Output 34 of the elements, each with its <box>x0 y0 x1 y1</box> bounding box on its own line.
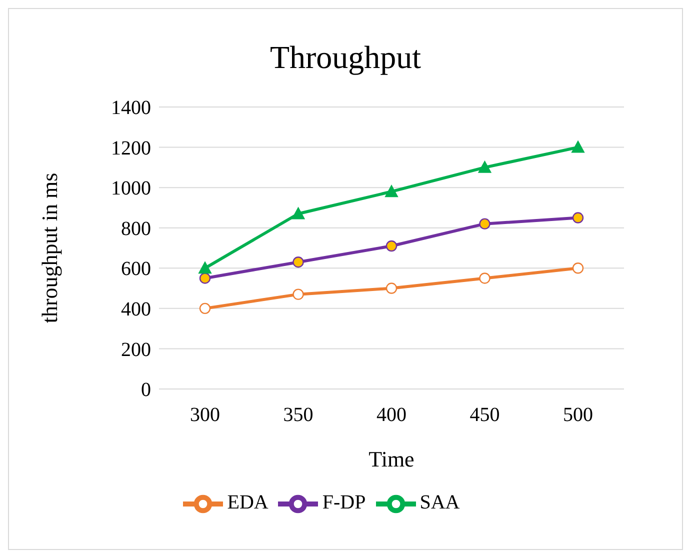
x-tick-label: 450 <box>470 404 500 426</box>
point <box>572 212 584 224</box>
point <box>386 240 398 252</box>
y-tick-label: 0 <box>141 379 151 402</box>
y-tick-label: 1400 <box>111 97 151 120</box>
x-tick-label: 400 <box>376 404 406 426</box>
y-tick-label: 1200 <box>111 137 151 160</box>
legend-label: F-DP <box>322 492 366 514</box>
y-axis-title: throughput in ms <box>36 172 62 324</box>
y-tick-label: 200 <box>121 338 151 361</box>
point <box>479 272 490 284</box>
y-tick-label: 1000 <box>111 178 151 200</box>
x-tick-label: 500 <box>563 404 593 426</box>
x-tick-label: 350 <box>283 404 314 426</box>
point <box>386 282 398 294</box>
y-tick-label: 400 <box>121 298 151 321</box>
point <box>199 272 211 284</box>
point <box>292 207 305 220</box>
x-axis-title: Time <box>368 446 414 472</box>
x-tick-label: 300 <box>190 404 220 426</box>
y-tick-label: 600 <box>121 258 151 280</box>
legend-label: SAA <box>420 492 460 514</box>
point <box>199 302 211 314</box>
y-tick-label: 800 <box>121 218 151 240</box>
point <box>292 256 304 268</box>
point <box>385 185 398 198</box>
point <box>572 140 584 153</box>
point <box>478 160 492 173</box>
point <box>292 288 304 300</box>
point <box>572 262 584 274</box>
point <box>479 218 490 230</box>
chart-title: Throughput <box>268 39 422 76</box>
point <box>198 262 212 274</box>
legend-label: EDA <box>227 492 268 514</box>
